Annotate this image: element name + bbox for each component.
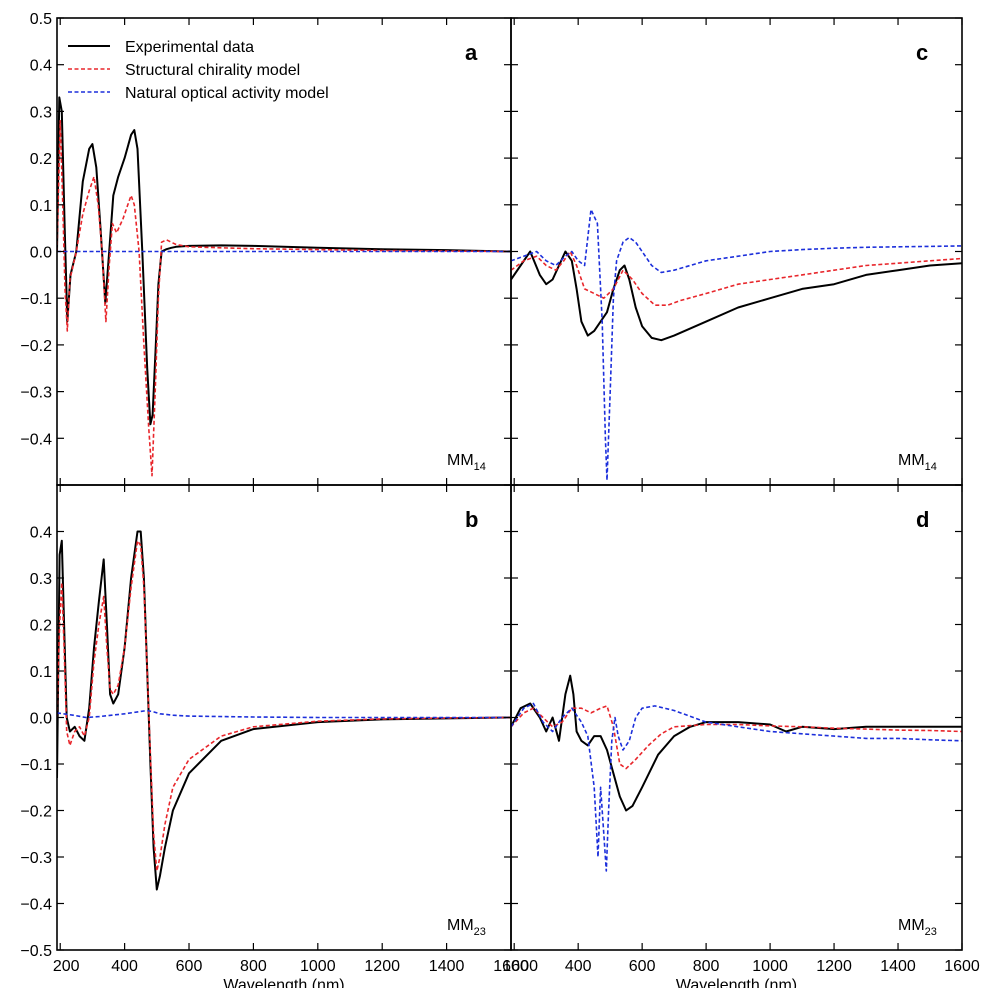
x-tick-label: 400 [111,958,138,975]
y-tick-label: 0.3 [30,571,52,588]
x-tick-label: 1000 [752,958,788,975]
series-line [511,705,962,770]
x-tick-label: 200 [53,958,80,975]
quantity-label: MM23 [898,917,937,938]
y-tick-label: 0.5 [30,11,52,28]
panel-label: a [465,40,478,65]
y-tick-label: −0.5 [20,943,52,960]
series-line [511,250,962,307]
x-tick-label: 1600 [502,958,538,975]
x-axis-label: Wavelength (nm) [676,977,797,988]
x-tick-label: 1200 [364,958,400,975]
quantity-subscript: 23 [474,926,486,938]
series-line [57,539,511,872]
y-tick-label: 0.3 [30,104,52,121]
x-tick-label: 1200 [816,958,852,975]
x-tick-label: 600 [629,958,656,975]
quantity-label: MM14 [898,452,937,473]
quantity-subscript: 14 [925,461,937,473]
x-tick-label: 1600 [944,958,980,975]
quantity-subscript: 23 [925,926,937,938]
legend-label: Natural optical activity model [125,85,329,102]
y-tick-label: 0.2 [30,151,52,168]
y-tick-label: −0.1 [20,757,52,774]
y-tick-label: 0.0 [30,245,52,262]
panel-c: c MM14 [510,17,963,486]
x-tick-label: 600 [176,958,203,975]
x-tick-label: 1400 [429,958,465,975]
y-tick-label: −0.1 [20,291,52,308]
y-tick-label: −0.3 [20,385,52,402]
y-tick-label: 0.0 [30,711,52,728]
series-line [57,119,511,477]
y-tick-label: 0.2 [30,618,52,635]
series-line [511,674,962,812]
quantity-main: MM [447,917,474,934]
legend-label: Structural chirality model [125,62,300,79]
panel-label: b [465,507,478,532]
panel-d: 1600 400 600 800 1000 1200 1400 1600 Wavelength … [502,484,980,993]
series-line [57,709,511,719]
series-line [57,530,511,891]
y-tick-label: −0.4 [20,431,52,448]
y-tick-label: 0.4 [30,58,52,75]
quantity-main: MM [447,452,474,469]
quantity-subscript: 14 [474,461,486,473]
y-tick-label: −0.2 [20,338,52,355]
x-tick-label: 800 [693,958,720,975]
quantity-main: MM [898,917,925,934]
series-line [511,702,962,872]
x-tick-label: 1400 [880,958,916,975]
x-tick-label: 1000 [300,958,336,975]
y-tick-label: −0.2 [20,804,52,821]
x-tick-label: 1600 [493,958,529,975]
legend-label: Experimental data [125,39,254,56]
panel-frame [510,484,963,951]
panel-frame [510,17,963,486]
y-tick-label: 0.1 [30,664,52,681]
quantity-main: MM [898,452,925,469]
y-tick-label: 0.1 [30,198,52,215]
y-tick-label: −0.3 [20,850,52,867]
legend: Experimental data Structural chirality mo… [68,39,329,102]
y-tick-label: −0.4 [20,897,52,914]
x-axis-label: Wavelength (nm) [223,977,344,988]
panel-label: d [916,507,929,532]
panel-a: 0.5 0.4 0.3 0.2 0.1 0.0 −0.1 −0.2 −0.3 −0.4 a MM14 [20,11,512,486]
panel-label: c [916,40,928,65]
series-line [57,96,511,426]
y-tick-label: 0.4 [30,525,52,542]
series-line [511,250,962,342]
quantity-label: MM23 [447,917,486,938]
x-tick-label: 800 [240,958,267,975]
series-line [511,208,962,482]
x-tick-label: 400 [565,958,592,975]
quantity-label: MM14 [447,452,486,473]
